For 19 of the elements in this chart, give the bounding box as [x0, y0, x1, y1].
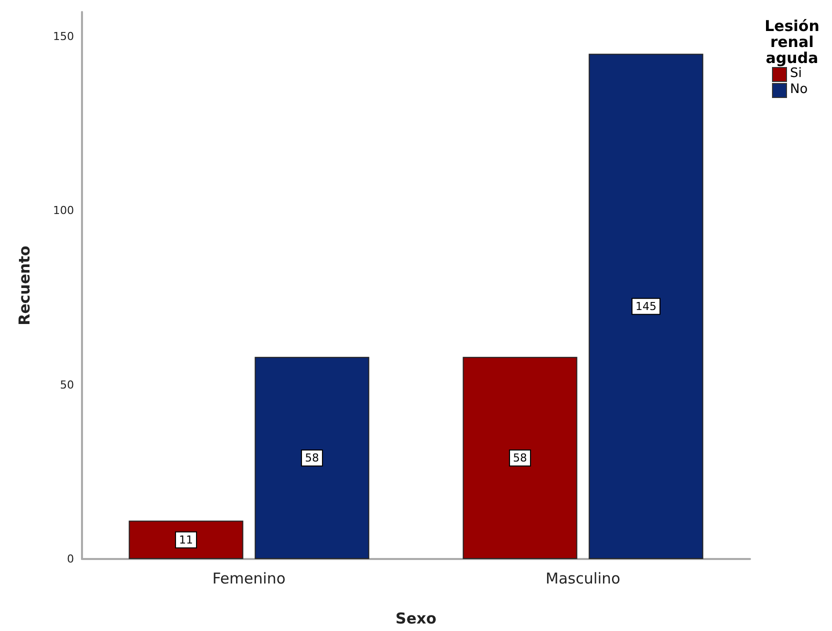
x-tick-label: Masculino [546, 570, 620, 588]
bar [588, 54, 704, 559]
y-axis-title: Recuento [16, 246, 34, 326]
x-tick-label: Femenino [212, 570, 286, 588]
legend-label: Si [790, 66, 802, 82]
y-tick-label: 150 [53, 30, 74, 43]
data-label: 58 [304, 451, 319, 464]
y-tick-label: 100 [53, 204, 74, 218]
data-label: 11 [179, 533, 194, 546]
x-axis-title: Sexo [396, 610, 436, 628]
bar [462, 356, 578, 559]
legend-label: No [790, 82, 808, 98]
data-label: 145 [635, 300, 656, 313]
data-label: 58 [513, 451, 528, 464]
bar [254, 356, 370, 559]
bar [128, 520, 244, 559]
y-tick-label: 0 [67, 552, 74, 566]
legend-title: Lesión renal aguda [764, 17, 820, 67]
y-tick-label: 50 [60, 378, 74, 392]
